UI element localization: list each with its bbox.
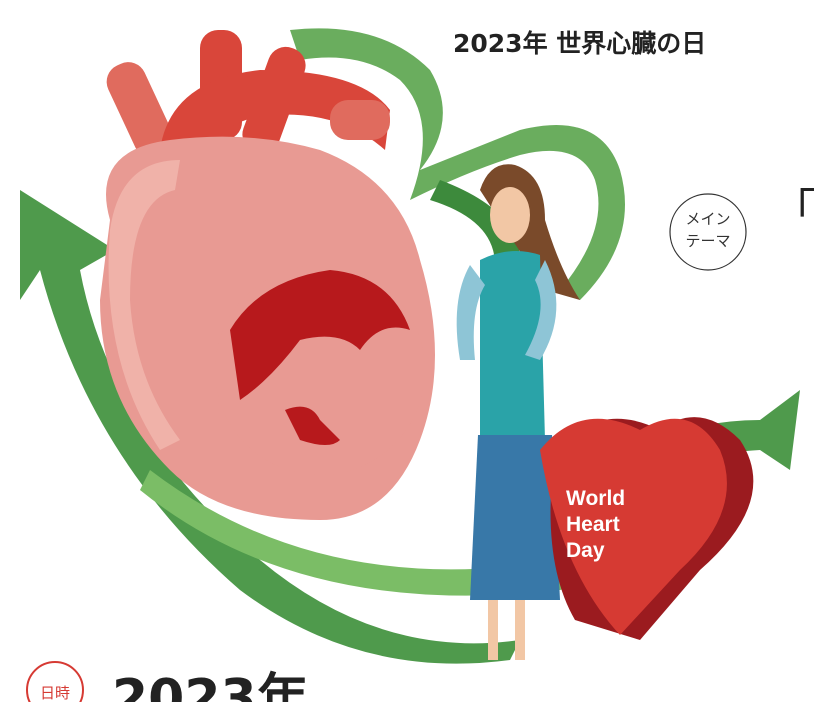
date-badge: 日時 (40, 684, 70, 702)
theme-bracket: 「 (772, 185, 814, 236)
theme-label: テーマ (685, 232, 730, 250)
date-year: 2023年 (112, 669, 309, 702)
heart-label: Day (566, 539, 605, 562)
page: 2023年 世界心臓の日 World Heart Day (0, 0, 814, 702)
heart-label: World (566, 487, 625, 510)
heart-label: Heart (566, 513, 620, 536)
title: 2023年 世界心臓の日 (453, 29, 706, 58)
heart-organ (100, 30, 435, 520)
theme-label: メイン (685, 210, 730, 228)
poster: 2023年 世界心臓の日 World Heart Day (0, 0, 814, 702)
